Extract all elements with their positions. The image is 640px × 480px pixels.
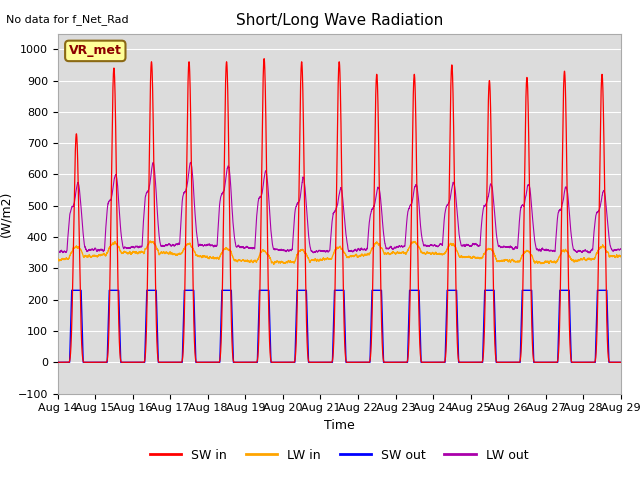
Legend: SW in, LW in, SW out, LW out: SW in, LW in, SW out, LW out <box>145 444 533 467</box>
Y-axis label: (W/m2): (W/m2) <box>0 191 12 237</box>
X-axis label: Time: Time <box>324 419 355 432</box>
Title: Short/Long Wave Radiation: Short/Long Wave Radiation <box>236 13 443 28</box>
Text: No data for f_Net_Rad: No data for f_Net_Rad <box>6 14 129 25</box>
Text: VR_met: VR_met <box>69 44 122 58</box>
